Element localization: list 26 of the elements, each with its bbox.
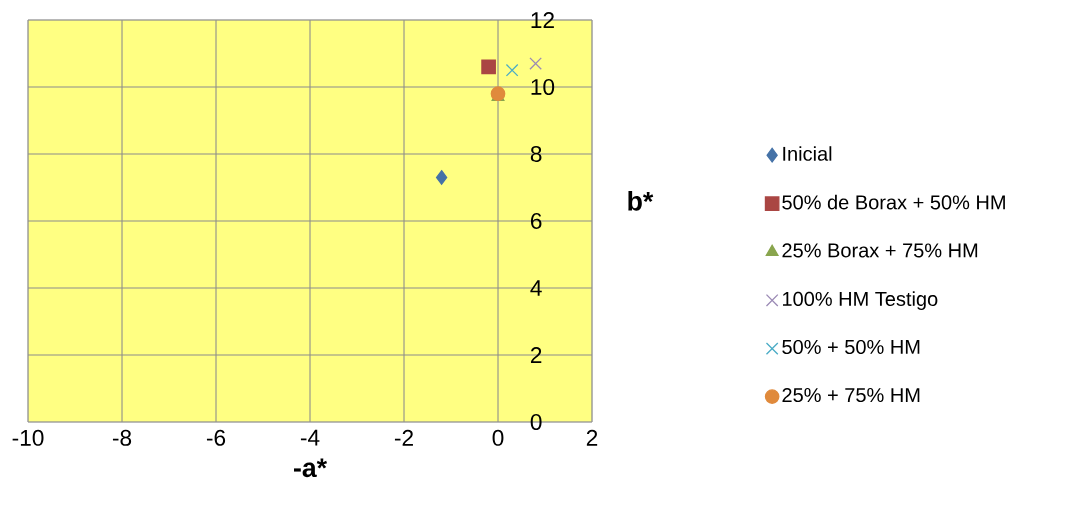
y-tick-label: 0 [530,413,542,431]
legend-label: 100% HM Testigo [783,291,938,310]
x-axis-title: -a* [294,458,328,478]
legend-label: Inicial [783,146,832,161]
legend-label: 25% + 75% HM [782,387,920,403]
point [435,170,448,185]
y-tick-label: 12 [531,12,554,28]
y-axis-title: b* [628,191,654,211]
x-tick-label: -4 [300,429,320,446]
y-tick-label: 10 [531,78,555,96]
point [505,63,519,77]
x-tick-label: 2 [586,429,598,446]
x-tick-label: -2 [394,429,413,446]
y-tick-label: 2 [530,347,542,363]
legend-label: 25% Borax + 75% HM [782,243,978,258]
x-tick-label: -6 [206,429,226,446]
legend-label: 50% + 50% HM [782,339,920,355]
y-tick-label: 4 [530,280,542,296]
y-tick-label: 8 [530,145,542,163]
x-tick-label: -10 [12,429,44,446]
y-tick-label: 6 [530,212,542,230]
point [529,57,542,70]
x-tick-label: -8 [112,429,132,446]
legend-label: 50% de Borax + 50% HM [782,194,1005,210]
x-tick-label: 0 [492,429,504,446]
point [481,59,496,75]
